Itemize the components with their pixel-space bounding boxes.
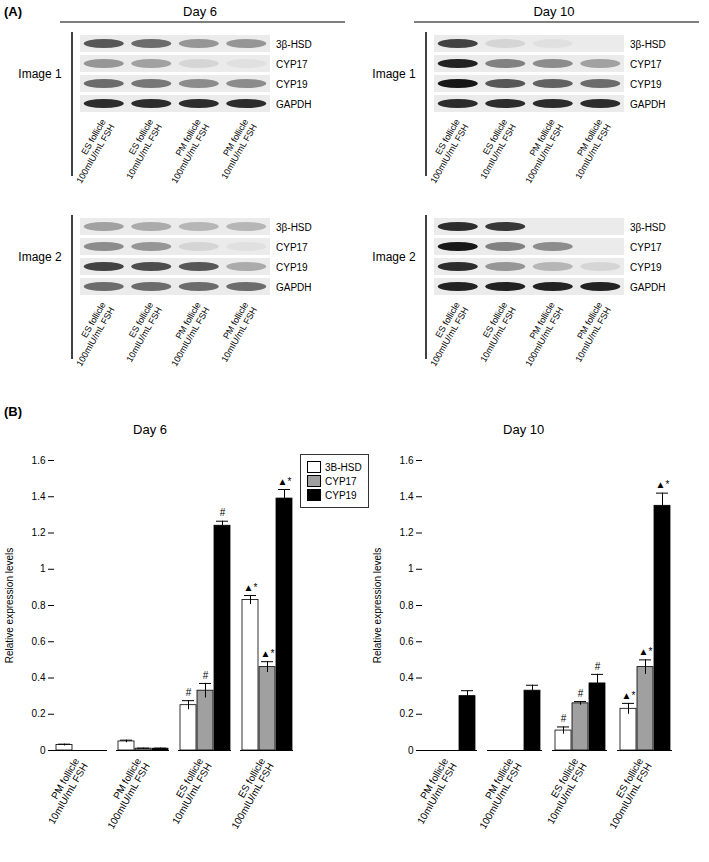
svg-text:CYP19: CYP19 [630,79,662,90]
svg-text:PM follicle100mIU/mL FSH: PM follicle100mIU/mL FSH [468,756,523,831]
svg-text:GAPDH: GAPDH [276,282,312,293]
svg-text:Day 6: Day 6 [183,4,217,19]
svg-text:ES follicle10mIU/mL FSH: ES follicle10mIU/mL FSH [116,117,164,180]
svg-text:1: 1 [408,563,414,574]
html-text:3B-HSD: 3B-HSD [325,461,362,473]
svg-text:0.8: 0.8 [32,600,46,611]
svg-text:ES follicle100mIU/mL FSH: ES follicle100mIU/mL FSH [221,756,276,831]
svg-text:ES follicle10mIU/mL FSH: ES follicle10mIU/mL FSH [470,117,518,180]
svg-text:GAPDH: GAPDH [630,282,666,293]
svg-text:PM follicle100mIU/mL FSH: PM follicle100mIU/mL FSH [161,117,212,185]
svg-text:1.6: 1.6 [32,455,46,466]
svg-text:Image 2: Image 2 [18,250,62,264]
svg-text:Day 10: Day 10 [533,4,574,19]
svg-text:3β-HSD: 3β-HSD [630,39,666,50]
svg-text:1.4: 1.4 [32,491,46,502]
svg-text:ES follicle10mIU/mL FSH: ES follicle10mIU/mL FSH [161,756,214,826]
svg-text:CYP19: CYP19 [276,79,308,90]
svg-text:PM follicle10mIU/mL FSH: PM follicle10mIU/mL FSH [406,756,459,826]
html-text:(B): (B) [4,404,22,419]
svg-text:0.4: 0.4 [32,672,46,683]
svg-text:ES follicle100mIU/mL FSH: ES follicle100mIU/mL FSH [420,117,471,185]
svg-text:ES follicle10mIU/mL FSH: ES follicle10mIU/mL FSH [116,300,164,363]
svg-text:1.2: 1.2 [399,527,413,538]
svg-text:0.4: 0.4 [399,672,413,683]
svg-text:CYP19: CYP19 [630,262,662,273]
svg-text:CYP17: CYP17 [276,242,308,253]
svg-text:Relative expression levels: Relative expression levels [4,548,15,664]
svg-text:PM follicle100mIU/mL FSH: PM follicle100mIU/mL FSH [515,300,566,368]
svg-text:#: # [220,507,226,518]
svg-text:1: 1 [40,563,46,574]
svg-text:CYP17: CYP17 [630,59,662,70]
svg-text:ES follicle100mIU/mL FSH: ES follicle100mIU/mL FSH [66,117,117,185]
svg-text:ES follicle100mIU/mL FSH: ES follicle100mIU/mL FSH [420,300,471,368]
svg-text:3β-HSD: 3β-HSD [630,222,666,233]
svg-text:0.2: 0.2 [32,708,46,719]
svg-text:CYP17: CYP17 [276,59,308,70]
svg-text:ES follicle100mIU/mL FSH: ES follicle100mIU/mL FSH [66,300,117,368]
svg-text:#: # [186,687,192,698]
svg-text:▲*: ▲* [261,648,275,659]
svg-text:PM follicle100mIU/mL FSH: PM follicle100mIU/mL FSH [515,117,566,185]
html-text:CYP19: CYP19 [325,489,357,501]
svg-text:0: 0 [40,745,46,756]
svg-text:PM follicle100mIU/mL FSH: PM follicle100mIU/mL FSH [97,756,152,831]
svg-text:#: # [577,688,583,699]
svg-text:▲*: ▲* [244,582,258,593]
svg-text:▲*: ▲* [621,690,635,701]
svg-text:▲*: ▲* [638,646,652,657]
svg-text:1.4: 1.4 [399,491,413,502]
svg-text:3β-HSD: 3β-HSD [276,222,312,233]
svg-text:GAPDH: GAPDH [630,99,666,110]
svg-text:CYP17: CYP17 [630,242,662,253]
svg-text:#: # [594,661,600,672]
svg-text:Image 2: Image 2 [372,250,416,264]
svg-text:PM follicle10mIU/mL FSH: PM follicle10mIU/mL FSH [565,300,613,363]
svg-text:PM follicle10mIU/mL FSH: PM follicle10mIU/mL FSH [211,300,259,363]
svg-text:ES follicle10mIU/mL FSH: ES follicle10mIU/mL FSH [536,756,589,826]
html-text:Day 6: Day 6 [133,422,167,437]
svg-text:0.2: 0.2 [399,708,413,719]
svg-text:PM follicle10mIU/mL FSH: PM follicle10mIU/mL FSH [37,756,90,826]
svg-text:1.2: 1.2 [32,527,46,538]
svg-text:ES follicle100mIU/mL FSH: ES follicle100mIU/mL FSH [598,756,653,831]
svg-text:(A): (A) [4,4,22,19]
svg-text:Relative expression levels: Relative expression levels [371,548,382,664]
svg-text:▲*: ▲* [655,479,669,490]
svg-text:Image 1: Image 1 [372,67,416,81]
svg-text:3β-HSD: 3β-HSD [276,39,312,50]
svg-text:#: # [560,713,566,724]
svg-text:PM follicle10mIU/mL FSH: PM follicle10mIU/mL FSH [211,117,259,180]
svg-text:0: 0 [408,745,414,756]
svg-text:▲*: ▲* [278,476,292,487]
svg-text:0.8: 0.8 [399,600,413,611]
svg-text:1.6: 1.6 [399,455,413,466]
svg-text:PM follicle10mIU/mL FSH: PM follicle10mIU/mL FSH [565,117,613,180]
svg-text:#: # [203,670,209,681]
svg-text:0.6: 0.6 [32,636,46,647]
svg-text:GAPDH: GAPDH [276,99,312,110]
svg-text:ES follicle10mIU/mL FSH: ES follicle10mIU/mL FSH [470,300,518,363]
svg-text:0.6: 0.6 [399,636,413,647]
svg-text:PM follicle100mIU/mL FSH: PM follicle100mIU/mL FSH [161,300,212,368]
html-text:CYP17: CYP17 [325,475,357,487]
html-text:Day 10: Day 10 [503,422,545,437]
svg-text:Image 1: Image 1 [18,67,62,81]
svg-text:CYP19: CYP19 [276,262,308,273]
